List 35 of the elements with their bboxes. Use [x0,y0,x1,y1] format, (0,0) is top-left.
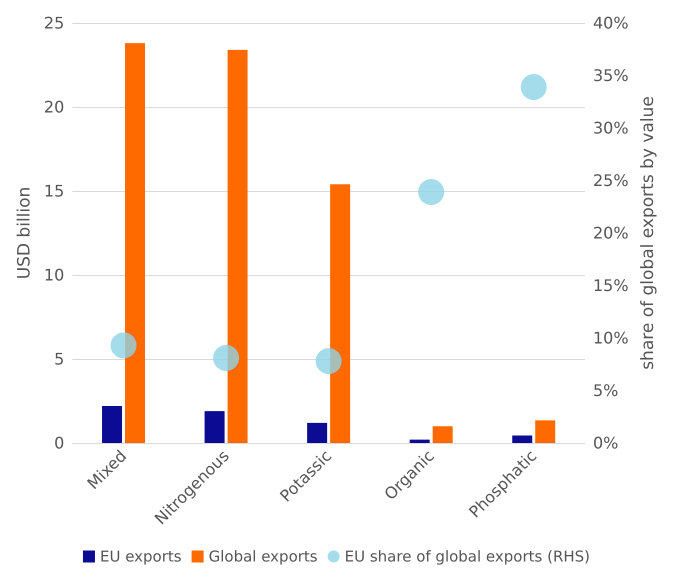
y2-tick-label: 15% [593,276,629,295]
y2-tick-label: 25% [593,171,629,190]
y-tick-label: 5 [54,350,64,368]
bar [432,426,453,443]
y2-tick-label: 35% [593,66,629,85]
y2-tick-label: 0% [593,434,618,452]
y2-tick-label: 5% [593,381,618,400]
bar [102,406,122,443]
bar [512,435,532,443]
y-tick-label: 15 [44,182,64,200]
y2-tick-label: 30% [593,118,629,138]
legend-label: EU exports [100,548,182,566]
y2-tick-label: 20% [593,224,629,242]
legend-label: Global exports [208,548,318,566]
y-axis-title: USD billion [14,186,34,280]
y-tick-label: 20 [44,98,64,116]
bar [410,440,430,443]
y2-tick-label: 40% [593,14,629,32]
y2-tick-label: 10% [593,328,629,348]
point [110,332,137,358]
point [520,74,547,100]
y-tick-label: 25 [44,14,64,32]
bar [204,411,225,443]
y-tick-label: 0 [54,434,64,452]
bar [330,184,350,443]
legend-label: EU share of global exports (RHS) [344,548,590,566]
y2-axis-title: share of global exports by value [638,96,658,370]
bar [125,43,146,443]
point [316,348,342,374]
bar [307,422,328,443]
point [418,179,444,206]
bar [535,420,556,443]
bar [228,50,248,443]
y-tick-label: 10 [44,266,64,284]
point [213,344,240,371]
